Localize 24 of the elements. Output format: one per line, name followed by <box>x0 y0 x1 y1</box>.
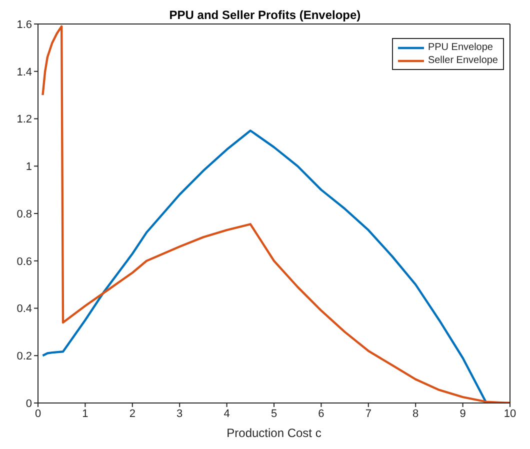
y-tick-label: 0.4 <box>16 303 32 316</box>
y-tick-label: 1.6 <box>16 18 32 31</box>
x-axis-title: Production Cost c <box>226 426 322 440</box>
x-tick-label: 8 <box>412 408 419 420</box>
y-tick-label: 1.4 <box>16 66 32 78</box>
x-tick-label: 3 <box>176 408 183 420</box>
x-tick-label: 2 <box>129 408 136 420</box>
y-tick-label: 1 <box>26 161 32 174</box>
legend-label: PPU Envelope <box>428 41 493 54</box>
x-tick-label: 0 <box>34 408 42 420</box>
x-tick-label: 9 <box>460 408 466 420</box>
legend-label: Seller Envelope <box>428 54 498 67</box>
x-tick-label: 1 <box>82 408 88 420</box>
x-tick-label: 5 <box>270 408 278 420</box>
y-tick-label: 0.6 <box>16 256 32 268</box>
x-tick-label: 7 <box>365 408 372 420</box>
chart-title: PPU and Seller Profits (Envelope) <box>169 8 361 22</box>
y-tick-label: 0.2 <box>16 350 32 363</box>
x-tick-label: 10 <box>504 408 516 420</box>
y-tick-label: 0 <box>26 398 32 410</box>
y-tick-label: 1.2 <box>16 114 32 126</box>
x-tick-label: 6 <box>318 408 324 420</box>
x-tick-label: 4 <box>224 408 230 420</box>
y-tick-label: 0.8 <box>16 208 32 220</box>
